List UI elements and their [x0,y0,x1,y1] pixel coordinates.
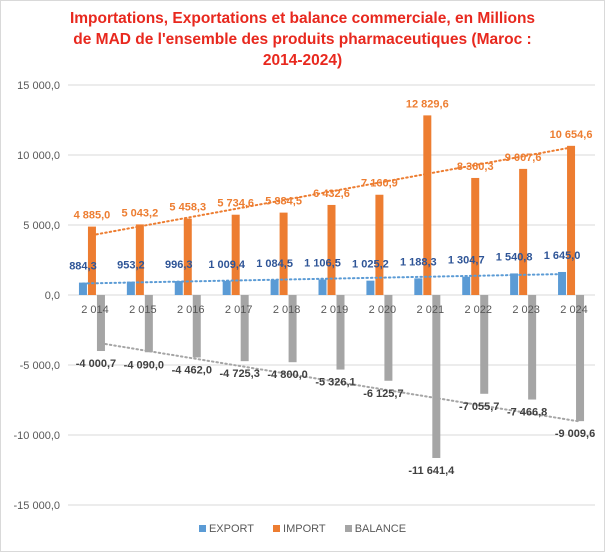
data-label-export: 884,3 [69,261,97,273]
bar-balance [576,295,585,422]
data-label-export: 996,3 [165,259,193,271]
x-tick-label: 2 024 [560,304,588,316]
data-label-import: 12 829,6 [406,98,449,110]
data-label-export: 1 645,0 [544,250,581,262]
x-tick-label: 2 022 [464,304,492,316]
bar-balance [96,295,105,352]
data-label-export: 1 025,2 [352,259,389,271]
data-label-balance: -5 326,1 [315,377,355,389]
bar-import [471,177,480,295]
legend-item-export: EXPORT [198,523,254,535]
bar-balance [432,295,441,458]
x-tick-label: 2 015 [129,304,157,316]
x-tick-label: 2 014 [81,304,109,316]
data-label-import: 7 160,9 [361,178,398,190]
bar-export [174,281,183,295]
x-tick-label: 2 018 [273,304,301,316]
data-label-import: 10 654,6 [550,129,593,141]
bar-import [279,212,288,295]
title-line-2: de MAD de l'ensemble des produits pharma… [73,31,532,48]
bar-export [78,282,87,295]
data-label-export: 1 009,4 [208,259,246,271]
y-tick-label: 10 000,0 [17,150,60,162]
data-label-import: 5 734,6 [217,198,254,210]
data-label-import: 4 885,0 [74,210,111,222]
data-label-export: 953,2 [117,260,145,272]
bar-export [558,271,567,295]
bar-balance [336,295,345,370]
data-label-balance: -4 462,0 [172,364,212,376]
x-tick-label: 2 016 [177,304,205,316]
x-tick-label: 2 021 [417,304,445,316]
legend: EXPORT IMPORT BALANCE [0,523,605,535]
y-tick-label: -5 000,0 [20,360,60,372]
trendline-export [81,273,564,285]
x-tick-label: 2 017 [225,304,253,316]
data-label-import: 5 884,5 [265,196,302,208]
y-tick-label: 15 000,0 [17,80,60,92]
data-label-balance: -7 055,7 [459,401,499,413]
bar-balance [144,295,153,353]
data-label-export: 1 188,3 [400,256,437,268]
bar-import [183,218,192,295]
data-label-import: 5 043,2 [122,207,159,219]
data-label-balance: -11 641,4 [408,465,455,477]
x-tick-label: 2 020 [369,304,397,316]
bar-balance [192,295,201,358]
title-line-3: 2014-2024) [262,52,343,69]
bar-export [222,280,231,295]
chart-title: Importations, Exportations et balance co… [0,8,605,71]
x-tick-label: 2 023 [512,304,540,316]
data-label-import: 6 432,6 [313,188,350,200]
y-tick-label: 0,0 [45,290,60,302]
bar-export [126,281,135,295]
bar-balance [480,295,489,394]
y-tick-label: -15 000,0 [14,500,60,512]
bar-import [375,194,384,295]
legend-item-balance: BALANCE [344,523,406,535]
bar-export [270,279,279,295]
trendline-balance [99,342,582,423]
data-label-balance: -4 800,0 [267,369,307,381]
data-label-import: 8 360,3 [457,161,494,173]
y-tick-label: 5 000,0 [23,220,60,232]
bar-export [510,273,519,295]
legend-swatch [273,525,281,532]
bar-import [87,226,96,295]
data-label-balance: -6 125,7 [363,388,403,400]
y-tick-label: -10 000,0 [14,430,60,442]
title-line-1: Importations, Exportations et balance co… [69,10,536,27]
x-tick-label: 2 019 [321,304,349,316]
legend-swatch [344,525,352,532]
data-label-balance: -7 466,8 [507,407,547,419]
bar-balance [288,295,297,363]
trendline-import [90,146,573,237]
bar-import [423,115,432,296]
bar-import [519,168,528,295]
data-label-balance: -4 000,7 [76,358,116,370]
bar-balance [240,295,249,362]
bar-export [462,276,471,295]
legend-item-import: IMPORT [273,523,326,535]
data-label-import: 5 458,3 [169,202,206,214]
bar-export [366,280,375,295]
data-label-balance: -9 009,6 [555,428,595,440]
data-label-balance: -4 725,3 [219,368,259,380]
legend-swatch [198,525,206,532]
bar-import [231,214,240,295]
data-label-balance: -4 090,0 [124,359,164,371]
bar-import [567,145,576,295]
data-label-import: 9 007,6 [505,152,542,164]
data-label-export: 1 084,5 [256,258,293,270]
data-label-export: 1 106,5 [304,258,341,270]
bar-export [414,278,423,295]
bar-import [135,224,144,295]
data-label-export: 1 540,8 [496,251,533,263]
data-label-export: 1 304,7 [448,255,485,267]
bar-import [327,204,336,295]
bar-balance [384,295,393,381]
bar-balance [528,295,537,400]
bar-export [318,279,327,295]
